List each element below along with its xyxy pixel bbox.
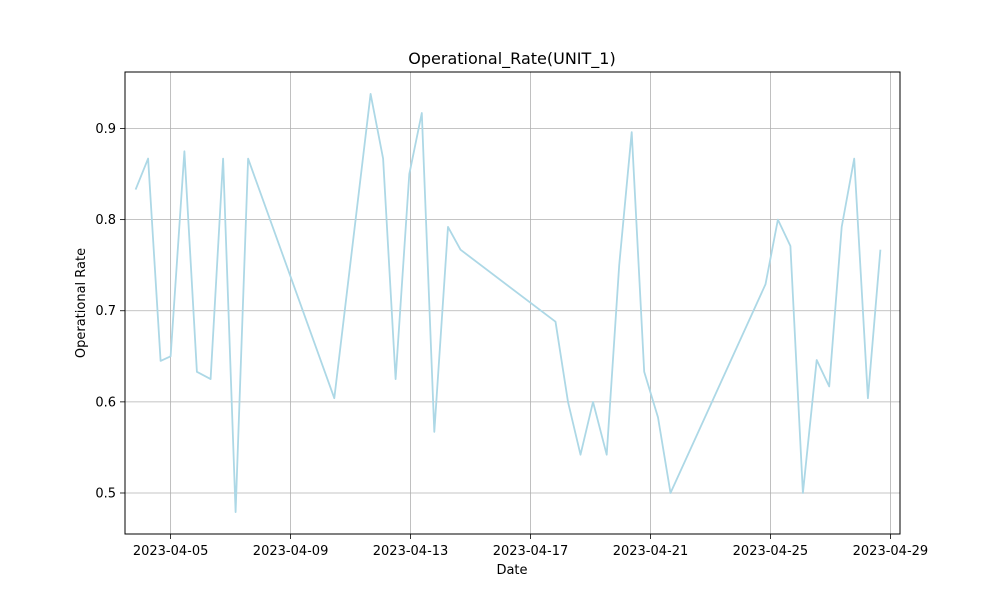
y-tick-label: 0.6 [95,395,116,410]
chart-title: Operational_Rate(UNIT_1) [408,49,615,69]
x-axis-label: Date [496,563,527,578]
plot-area-frame [124,71,901,535]
y-tick-label: 0.7 [95,304,116,319]
operational-rate-line [134,93,882,513]
y-tick-label: 0.5 [95,486,116,501]
x-tick-label: 2023-04-09 [253,544,329,559]
data-points [135,93,881,513]
grid-lines [125,72,900,534]
x-tick-label: 2023-04-25 [733,544,809,559]
y-tick-label: 0.8 [95,213,116,228]
y-tick-label: 0.9 [95,122,116,137]
y-axis-label: Operational Rate [74,248,89,358]
x-tick-label: 2023-04-05 [133,544,209,559]
x-tick-label: 2023-04-21 [613,544,689,559]
y-axis-ticks: 0.5 0.6 0.7 0.8 0.9 [95,122,125,501]
x-axis-ticks: 2023-04-05 2023-04-09 2023-04-13 2023-04-17… [133,534,928,559]
x-tick-label: 2023-04-13 [373,544,449,559]
x-tick-label: 2023-04-29 [853,544,929,559]
x-tick-label: 2023-04-17 [493,544,569,559]
